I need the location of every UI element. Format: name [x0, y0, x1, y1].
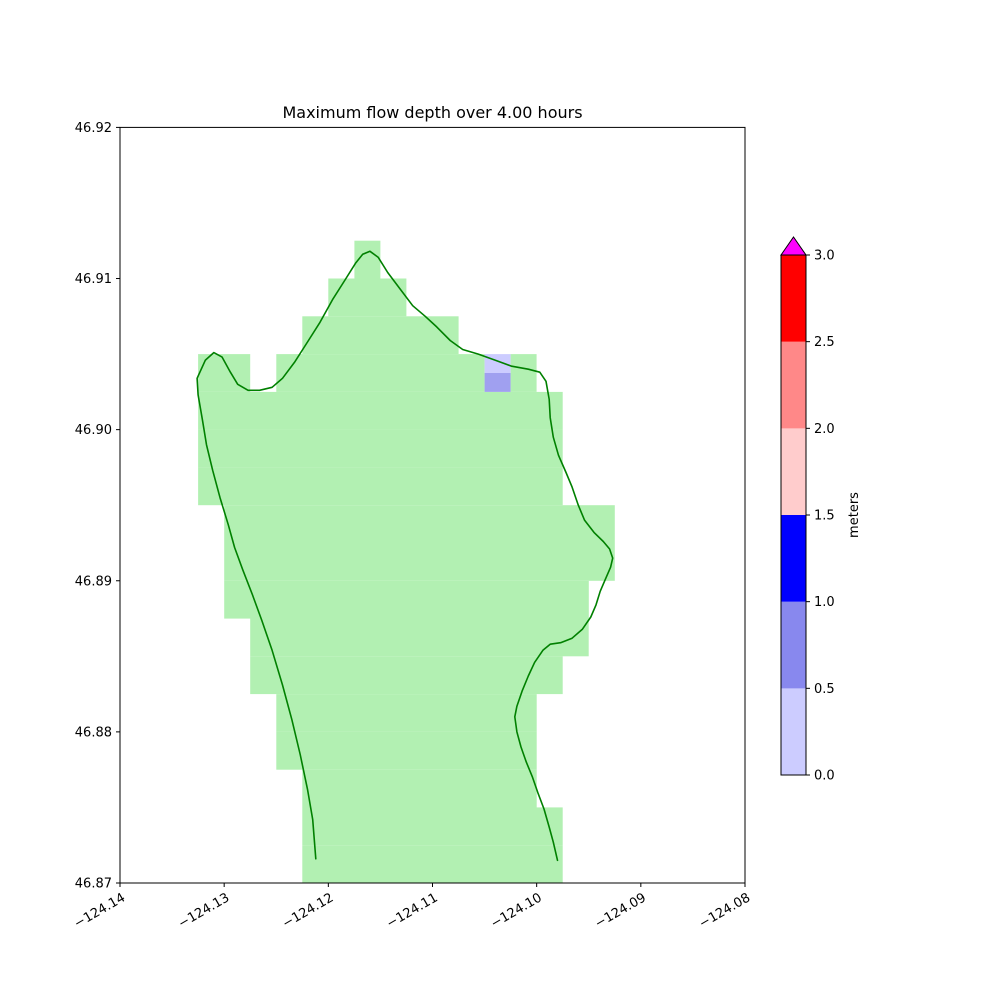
- x-tick-label: −124.12: [280, 890, 336, 931]
- y-axis: 46.87 46.88 46.89 46.90 46.91 46.92: [75, 121, 120, 892]
- land-cell-span: [198, 391, 563, 430]
- colorbar-segment: [781, 341, 806, 429]
- colorbar-axis-label: meters: [847, 492, 862, 538]
- colorbar: 0.0 0.5 1.0 1.5 2.0 2.5 3.0 meters: [780, 236, 862, 784]
- land-cell-span: [198, 429, 563, 468]
- colorbar-tick-label: 0.0: [814, 769, 835, 784]
- chart-title: Maximum flow depth over 4.00 hours: [282, 103, 583, 122]
- colorbar-segment: [781, 428, 806, 515]
- land-cell-span: [276, 354, 485, 392]
- y-tick-label: 46.89: [75, 574, 112, 589]
- colorbar-tick-label: 3.0: [814, 249, 835, 264]
- land-cell-span: [276, 694, 537, 732]
- land-cell-span: [224, 505, 615, 543]
- colorbar-tick-label: 1.5: [814, 509, 835, 524]
- coastline-path: [196, 250, 614, 862]
- inundation-region: [198, 240, 615, 883]
- land-cell-span: [302, 845, 563, 883]
- land-cell-span: [224, 543, 615, 581]
- land-cell-span: [250, 656, 563, 695]
- land-cell-span: [302, 769, 537, 808]
- colorbar-segment: [781, 515, 806, 602]
- x-tick-label: −124.14: [72, 890, 128, 931]
- flow-depth-cell: [484, 373, 511, 392]
- colorbar-over-arrow: [780, 236, 807, 256]
- y-tick-label: 46.92: [75, 121, 112, 136]
- y-tick-label: 46.87: [75, 877, 112, 892]
- land-cell-span: [302, 807, 563, 846]
- land-cell-span: [276, 731, 537, 770]
- x-tick-label: −124.10: [488, 890, 544, 931]
- x-tick-label: −124.08: [697, 890, 753, 931]
- land-cell-span: [302, 316, 459, 355]
- x-tick-label: −124.09: [592, 890, 648, 931]
- colorbar-segment: [781, 255, 806, 342]
- y-tick-label: 46.91: [75, 272, 112, 287]
- colorbar-tick-label: 2.5: [814, 335, 835, 350]
- colorbar-tick-label: 2.0: [814, 422, 835, 437]
- colorbar-tick-label: 1.0: [814, 595, 835, 610]
- colorbar-segment: [781, 601, 806, 689]
- land-cell-span: [250, 618, 589, 657]
- colorbar-tick-label: 0.5: [814, 682, 835, 697]
- y-tick-label: 46.90: [75, 423, 112, 438]
- x-tick-label: −124.13: [176, 890, 232, 931]
- land-cell-span: [510, 354, 537, 392]
- x-axis: −124.14 −124.13 −124.12 −124.11 −124.10 −124.…: [72, 883, 753, 932]
- colorbar-segment: [781, 688, 806, 775]
- land-cell-span: [224, 580, 589, 619]
- y-tick-label: 46.88: [75, 725, 112, 740]
- land-cell-span: [328, 278, 407, 317]
- land-cell-span: [198, 467, 563, 506]
- x-tick-label: −124.11: [384, 890, 440, 931]
